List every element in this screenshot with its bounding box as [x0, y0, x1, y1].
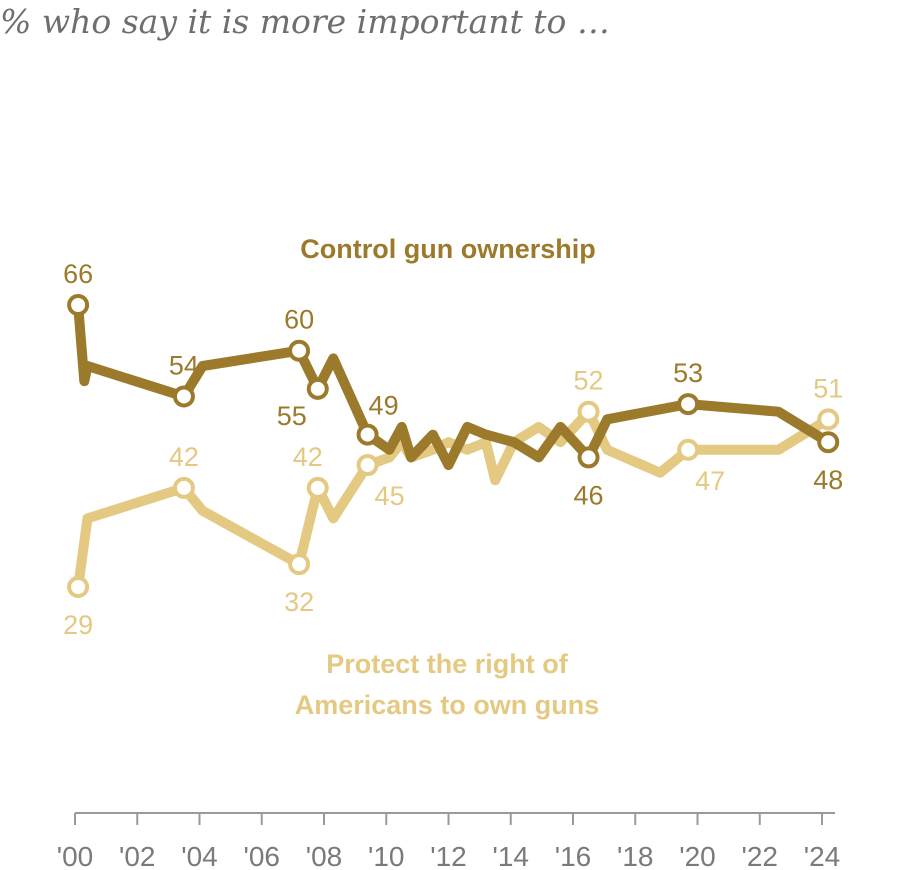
protect-data-label: 51 — [813, 373, 843, 403]
series-labels: Control gun ownership Protect the right o… — [295, 234, 600, 720]
x-tick-label: '06 — [244, 841, 281, 870]
chart-subtitle: % who say it is more important to … — [0, 2, 610, 41]
x-tick-label: '14 — [493, 841, 530, 870]
x-tick-label: '22 — [742, 841, 779, 870]
control-point-marker — [67, 294, 90, 316]
control-point-marker — [356, 423, 379, 446]
protect-point-marker — [288, 553, 311, 576]
protect-data-label: 47 — [695, 466, 725, 496]
protect-point-marker — [172, 476, 195, 499]
x-tick-label: '08 — [306, 841, 343, 870]
x-tick-label: '04 — [181, 841, 218, 870]
protect-data-label: 52 — [574, 366, 604, 396]
control-series-label: Control gun ownership — [300, 234, 595, 264]
x-tick-label: '02 — [119, 841, 156, 870]
control-point-marker — [306, 377, 329, 400]
protect-point-marker — [677, 438, 700, 461]
x-axis: '00 '02 '04 '06 '08 '10 '12 '14 '16 '18 '20 '22 '24 — [57, 812, 841, 870]
control-data-label: 60 — [284, 305, 314, 335]
control-point-marker — [172, 385, 195, 408]
protect-data-label: 45 — [375, 481, 405, 511]
protect-data-label: 42 — [169, 442, 199, 472]
x-tick-label: '00 — [57, 841, 94, 870]
protect-data-label: 42 — [293, 442, 323, 472]
protect-point-marker — [817, 408, 840, 431]
control-data-label: 53 — [673, 358, 703, 388]
protect-series-label-line: Protect the right of — [326, 649, 569, 679]
protect-point-marker — [306, 476, 329, 499]
protect-point-marker — [67, 576, 90, 598]
control-point-marker — [577, 446, 600, 469]
x-tick-label: '10 — [368, 841, 405, 870]
series-markers — [67, 294, 840, 598]
protect-series-label-line: Americans to own guns — [295, 690, 600, 720]
control-point-marker — [817, 431, 840, 454]
protect-series-line — [73, 406, 834, 592]
x-tick-label: '24 — [804, 841, 841, 870]
x-tick-label: '20 — [679, 841, 716, 870]
control-data-label: 49 — [369, 391, 399, 421]
data-labels: 29 42 32 42 45 52 47 51 66 54 60 55 49 46 53 48 — [63, 259, 843, 640]
control-data-label: 55 — [277, 401, 307, 431]
protect-point-marker — [577, 400, 600, 423]
control-data-label: 66 — [63, 259, 93, 289]
control-data-label: 54 — [169, 350, 199, 380]
x-tick-label: '16 — [555, 841, 592, 870]
control-point-marker — [677, 393, 700, 416]
protect-data-label: 32 — [284, 587, 314, 617]
x-tick-label: '18 — [617, 841, 654, 870]
control-data-label: 46 — [574, 480, 604, 510]
protect-data-label: 29 — [63, 610, 93, 640]
control-data-label: 48 — [813, 465, 843, 495]
x-tick-label: '12 — [430, 841, 467, 870]
control-point-marker — [288, 339, 311, 362]
protect-point-marker — [356, 454, 379, 477]
